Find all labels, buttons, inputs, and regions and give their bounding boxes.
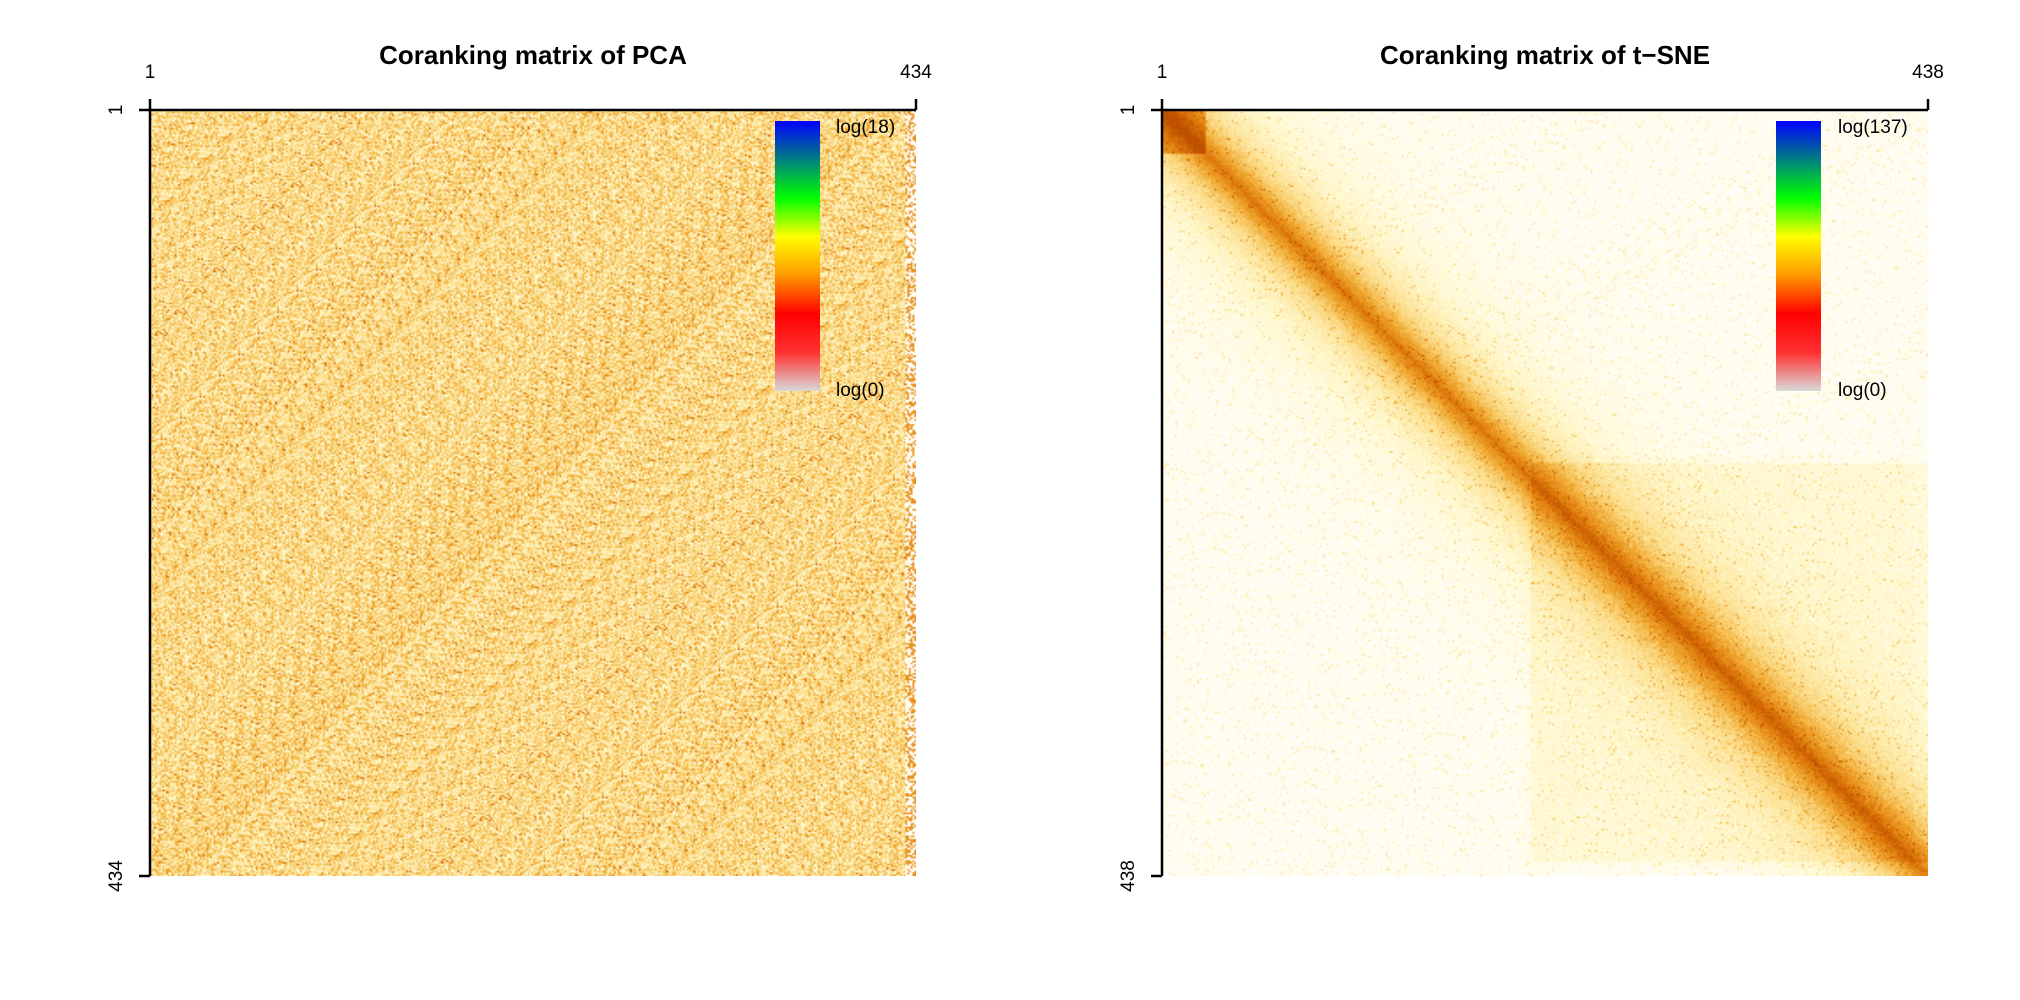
tsne-title: Coranking matrix of t−SNE	[1380, 40, 1710, 70]
pca-y-tick-end: 434	[106, 860, 127, 892]
pca-panel: Coranking matrix of PCA 1 434 1 434 log(…	[106, 40, 932, 892]
tsne-legend-min-label: log(0)	[1838, 380, 1887, 401]
tsne-x-tick-end: 438	[1912, 62, 1944, 83]
tsne-panel: Coranking matrix of t−SNE 1 438 1 438 lo…	[1118, 40, 1944, 892]
pca-x-tick-end: 434	[900, 62, 932, 83]
tsne-y-tick-end: 438	[1118, 860, 1139, 892]
tsne-legend-max-label: log(137)	[1838, 117, 1908, 138]
tsne-y-tick-start: 1	[1118, 105, 1139, 116]
tsne-color-legend: log(137) log(0)	[1776, 117, 1908, 401]
pca-x-tick-start: 1	[145, 62, 156, 83]
pca-color-legend: log(18) log(0)	[775, 117, 895, 401]
tsne-x-tick-start: 1	[1157, 62, 1168, 83]
tsne-legend-colorbar	[1776, 121, 1821, 391]
pca-legend-min-label: log(0)	[836, 380, 885, 401]
pca-y-tick-start: 1	[106, 105, 127, 116]
pca-legend-max-label: log(18)	[836, 117, 895, 138]
pca-title: Coranking matrix of PCA	[379, 40, 687, 70]
pca-legend-colorbar	[775, 121, 820, 391]
